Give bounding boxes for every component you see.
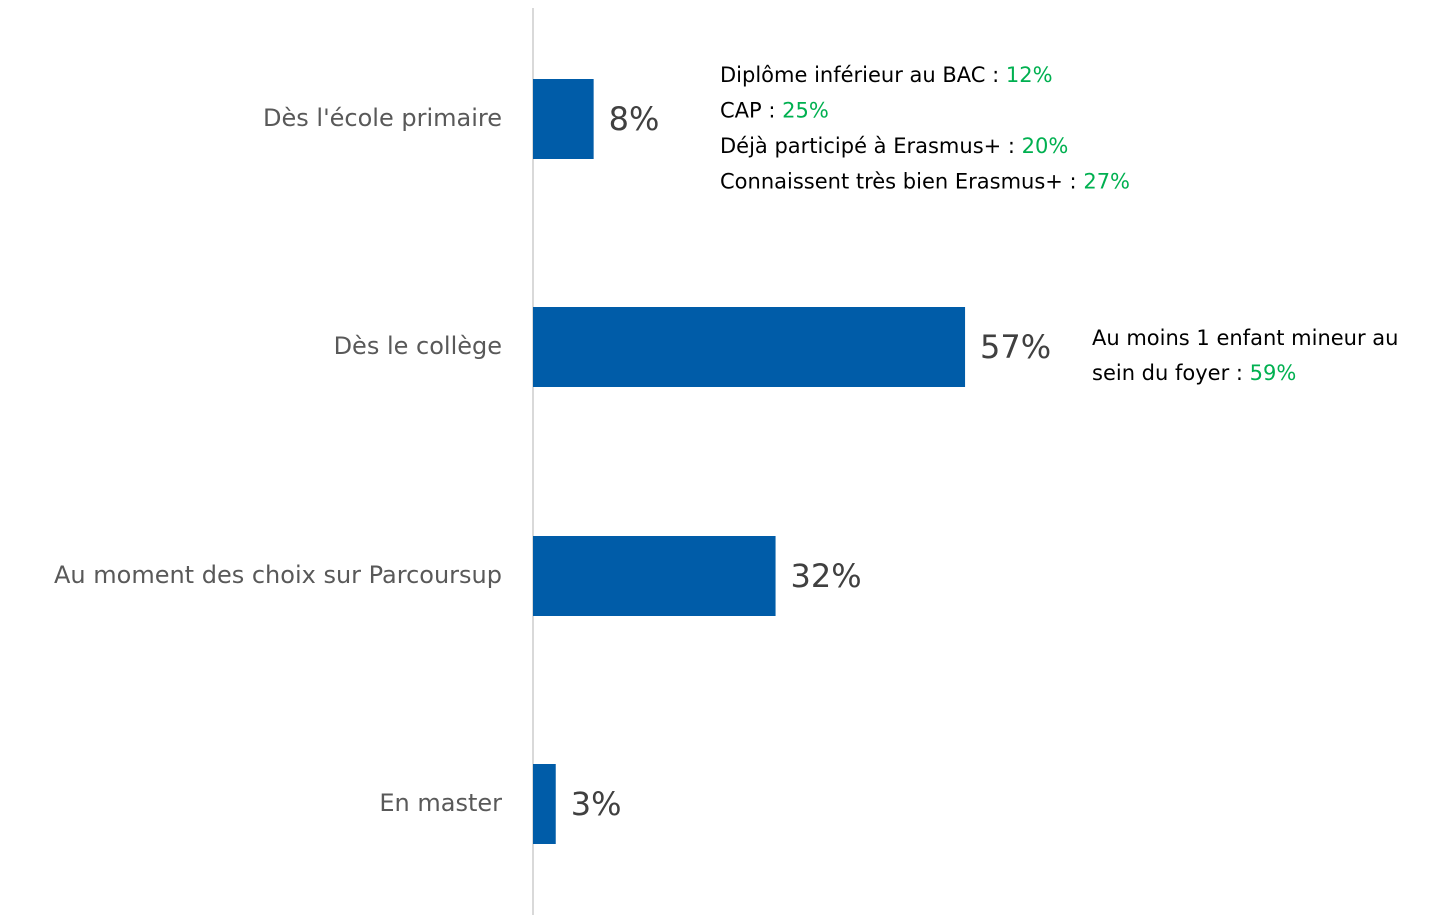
annotation: sein du foyer : 59% bbox=[1092, 361, 1296, 385]
annotation-value: 12% bbox=[1006, 63, 1053, 87]
bar bbox=[533, 79, 594, 159]
value-label: 57% bbox=[980, 328, 1051, 366]
annotation: Au moins 1 enfant mineur au bbox=[1092, 326, 1398, 350]
annotation-space bbox=[1015, 134, 1022, 158]
annotation-text: Déjà participé à Erasmus+ : bbox=[720, 134, 1015, 158]
annotation-text: Au moins 1 enfant mineur au bbox=[1092, 326, 1398, 350]
category-label: Dès l'école primaire bbox=[263, 104, 502, 132]
annotation-value: 59% bbox=[1250, 361, 1297, 385]
annotation: Connaissent très bien Erasmus+ : 27% bbox=[720, 170, 1130, 194]
value-label: 32% bbox=[791, 557, 862, 595]
category-label: Au moment des choix sur Parcoursup bbox=[54, 561, 502, 589]
annotation: Déjà participé à Erasmus+ : 20% bbox=[720, 134, 1068, 158]
annotation-space bbox=[1243, 361, 1250, 385]
bar bbox=[533, 764, 556, 844]
annotation-text: sein du foyer : bbox=[1092, 361, 1243, 385]
annotation: CAP : 25% bbox=[720, 99, 829, 123]
annotation: Diplôme inférieur au BAC : 12% bbox=[720, 63, 1053, 87]
annotation-space bbox=[775, 99, 782, 123]
annotation-value: 25% bbox=[782, 99, 829, 123]
category-label: Dès le collège bbox=[334, 332, 502, 360]
annotation-space bbox=[999, 63, 1006, 87]
annotation-space bbox=[1077, 170, 1084, 194]
bar bbox=[533, 536, 776, 616]
category-label: En master bbox=[379, 789, 502, 817]
annotation-text: Diplôme inférieur au BAC : bbox=[720, 63, 999, 87]
annotation-text: CAP : bbox=[720, 99, 775, 123]
annotation-text: Connaissent très bien Erasmus+ : bbox=[720, 170, 1077, 194]
annotation-value: 27% bbox=[1083, 170, 1130, 194]
annotation-value: 20% bbox=[1022, 134, 1069, 158]
bar bbox=[533, 307, 966, 387]
value-label: 8% bbox=[609, 100, 660, 138]
value-label: 3% bbox=[571, 785, 622, 823]
